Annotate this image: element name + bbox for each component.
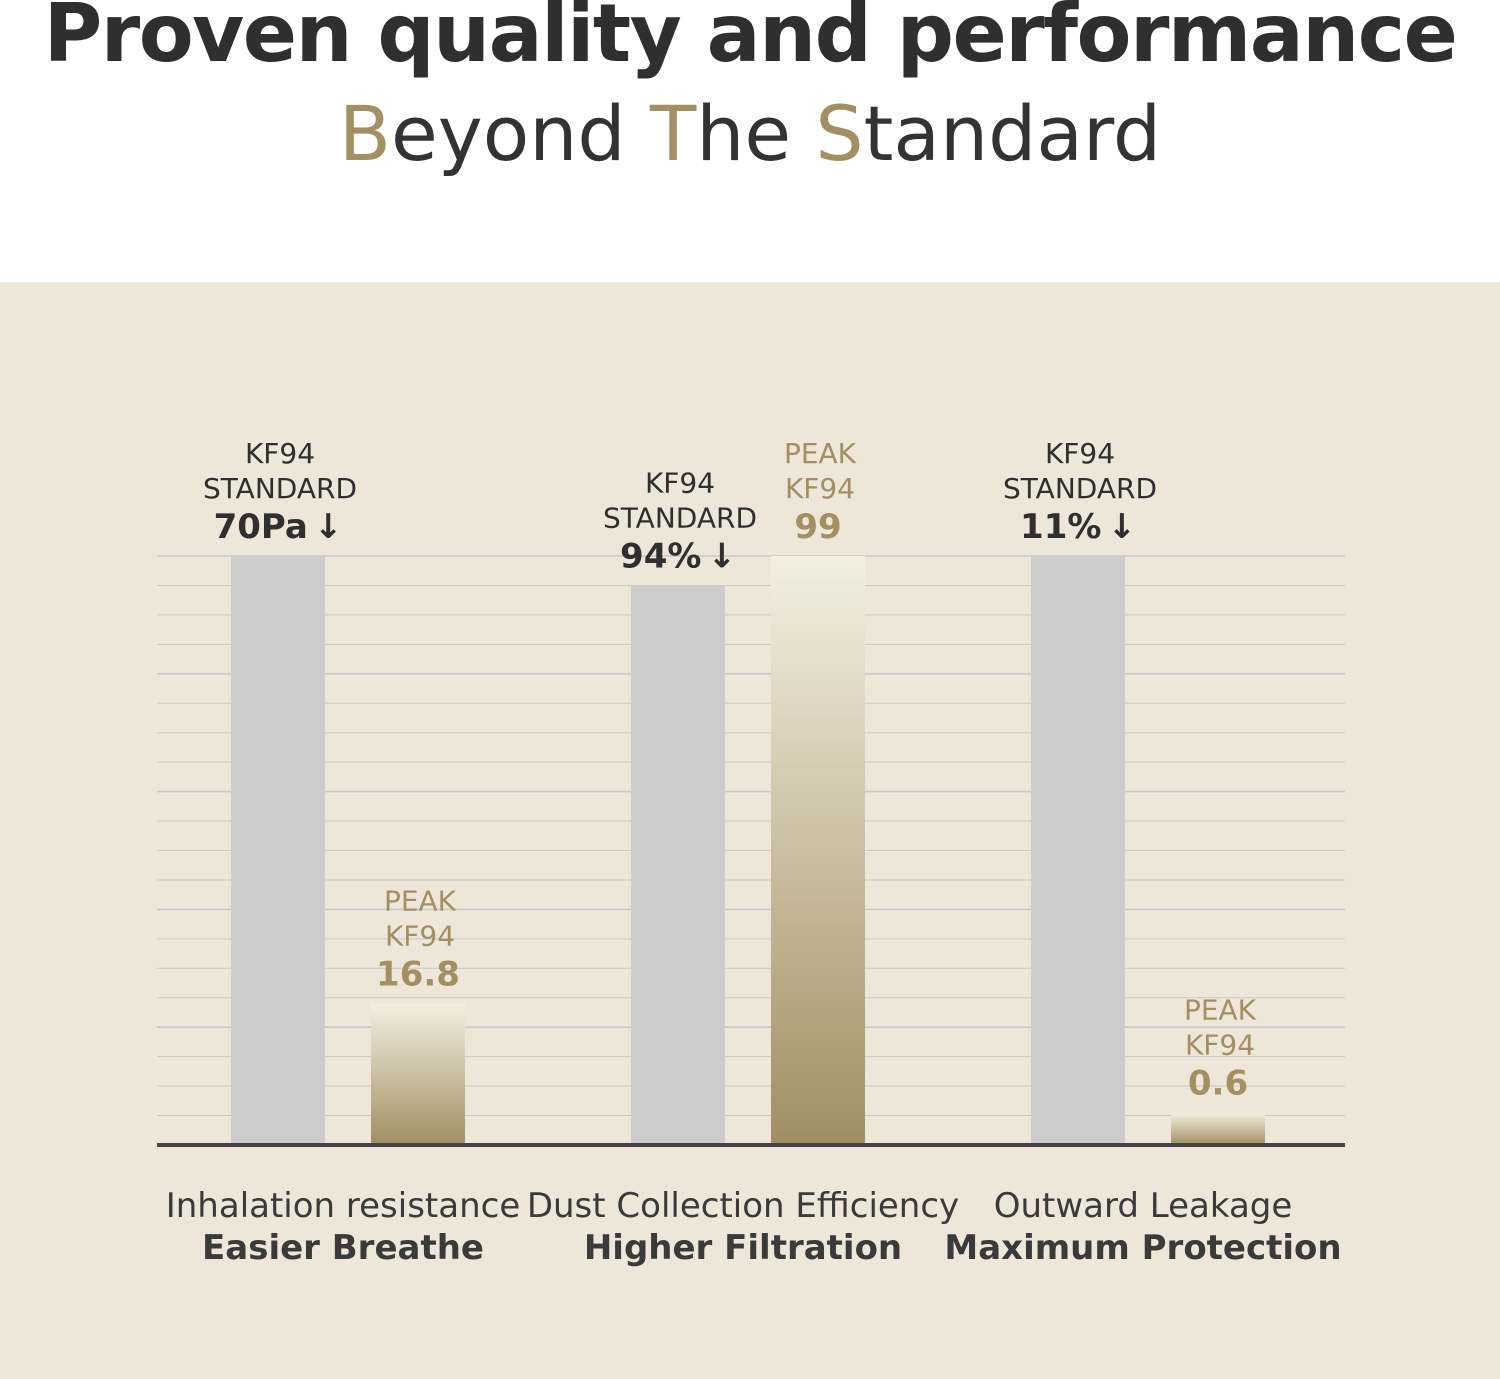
bar-value-text: 94% [620, 536, 701, 576]
bar-label-line: KF94 [645, 466, 715, 499]
header: Proven quality and performance Beyond Th… [0, 0, 1500, 282]
page-title: Proven quality and performance [43, 0, 1458, 80]
category-label: Inhalation resistance [166, 1186, 521, 1226]
bar-label-line: PEAK [384, 885, 457, 918]
category-sublabel: Maximum Protection [944, 1228, 1341, 1268]
category-label: Outward Leakage [994, 1186, 1293, 1226]
bar-label-line: STANDARD [603, 501, 757, 534]
bar-value-label: 11% ↓ [1020, 507, 1136, 547]
bar-label-line: KF94 [1045, 437, 1115, 470]
bar-value-label: 94% ↓ [620, 536, 736, 576]
bar-value-label: 99 [794, 507, 841, 547]
peak-bar [771, 556, 865, 1145]
category-label: Dust Collection Efficiency [527, 1186, 959, 1226]
bar-label-line: KF94 [385, 920, 455, 953]
standard-bar [1031, 556, 1125, 1145]
bar-value-text: 11% [1020, 507, 1101, 547]
bar-label-line: KF94 [245, 437, 315, 470]
subtitle-accent-letter: S [815, 89, 864, 178]
bar-value-label: 16.8 [376, 955, 460, 995]
bar-value-text: 0.6 [1188, 1064, 1248, 1104]
standard-bar [631, 585, 725, 1145]
standard-bar [231, 556, 325, 1145]
down-arrow-icon: ↓ [1107, 507, 1136, 547]
subtitle-text: he [696, 89, 816, 178]
subtitle-accent-letter: B [338, 89, 392, 178]
peak-bar [1171, 1112, 1265, 1145]
bar-label-line: STANDARD [1003, 472, 1157, 505]
bar-label-line: KF94 [1185, 1029, 1255, 1062]
down-arrow-icon: ↓ [314, 507, 343, 547]
bar-value-text: 16.8 [376, 955, 460, 995]
bar-value-text: 70Pa [214, 507, 308, 547]
category-sublabel: Higher Filtration [584, 1228, 902, 1268]
chart-panel: KF94 STANDARD 70Pa ↓ PEAK KF94 16.8 Inhalation … [0, 282, 1500, 1379]
subtitle-accent-letter: T [649, 89, 697, 178]
bar-label-line: PEAK [1184, 994, 1257, 1027]
bar-value-label: 0.6 [1188, 1064, 1248, 1104]
bar-label-line: PEAK [784, 437, 857, 470]
category-sublabel: Easier Breathe [202, 1228, 484, 1268]
down-arrow-icon: ↓ [707, 536, 736, 576]
bar-value-text: 99 [794, 507, 841, 547]
peak-bar [371, 1003, 465, 1145]
bar-label-line: KF94 [785, 472, 855, 505]
bar-label-line: STANDARD [203, 472, 357, 505]
subtitle-text: eyond [391, 89, 650, 178]
bar-value-label: 70Pa ↓ [214, 507, 343, 547]
page-subtitle: Beyond The Standard [0, 88, 1500, 179]
subtitle-text: tandard [863, 89, 1162, 178]
